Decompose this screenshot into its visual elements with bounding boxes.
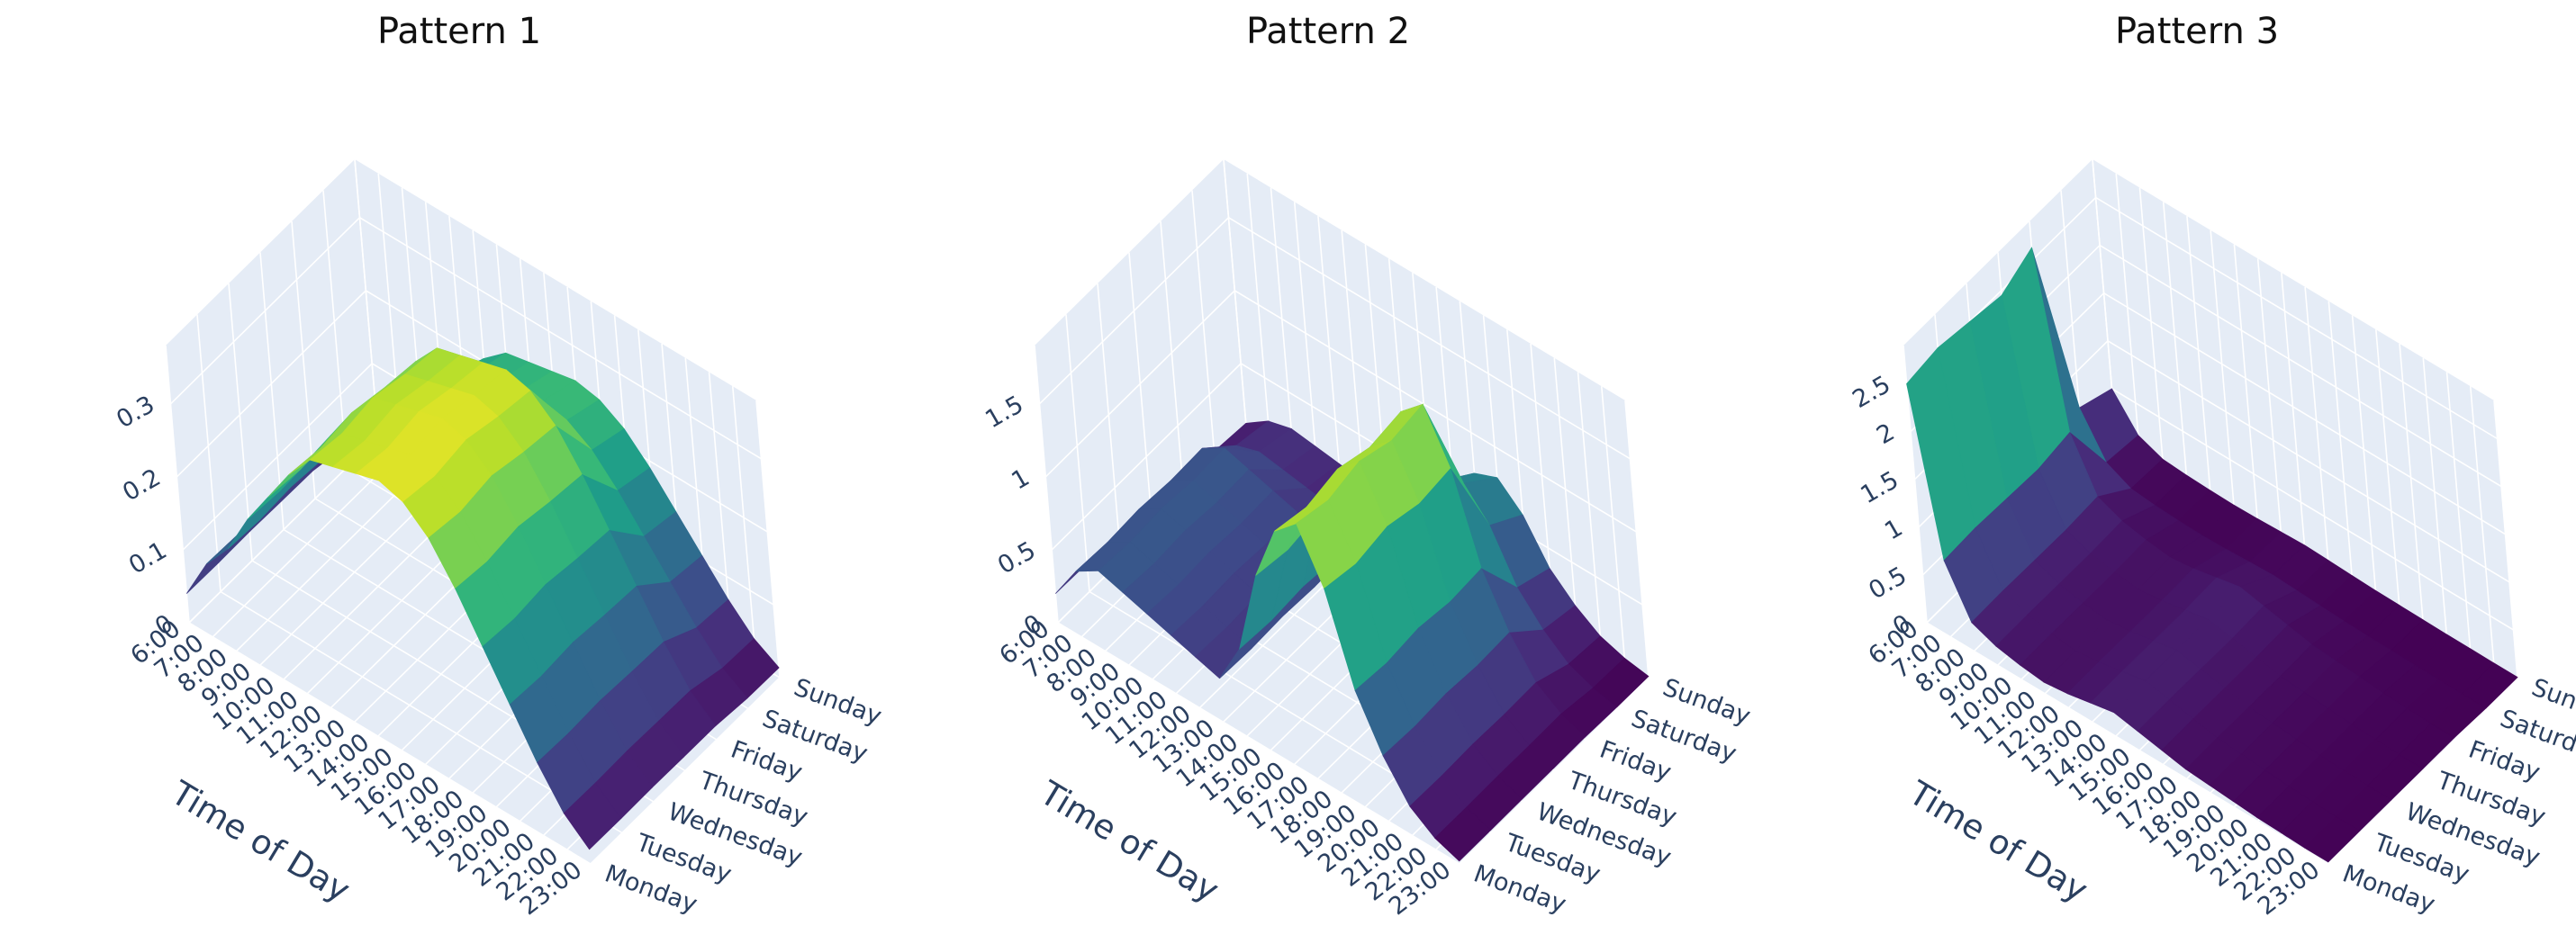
wall-gridline-x: [1246, 173, 1272, 451]
pattern-3-panel: Pattern 3 6:00 7:00 8:00 9:00 10:00 11:00 12:0…: [1765, 0, 2576, 926]
surface-cell: [563, 782, 622, 850]
pattern-2-surface-chart: 6:007:008:009:0010:0011:0012:0013:0014:0…: [981, 158, 1754, 921]
back-wall-right: [2092, 159, 2517, 678]
z-tick-label: 0.2: [118, 463, 166, 507]
pattern-1-panel: Pattern 1 6:00 7:00 8:00 9:00 10:00 11:00 12:0…: [27, 0, 891, 926]
wall-gridline-x: [1270, 187, 1296, 465]
wall-gridline-y: [322, 190, 348, 468]
wall-gridline-y: [1065, 314, 1090, 592]
x-axis-title: Time of Day: [1033, 773, 1225, 910]
x-axis-title: Time of Day: [1902, 773, 2094, 910]
wall-gridline-x: [731, 386, 757, 664]
surface-cell: [1434, 806, 1492, 862]
wall-gridline-x: [1600, 386, 1626, 664]
wall-gridline-x: [2422, 357, 2448, 635]
wall-gridline-y: [1191, 190, 1216, 468]
wall-gridline-x: [755, 400, 781, 679]
wall-gridline-x: [1317, 215, 1342, 494]
wall-gridline-x: [2186, 215, 2211, 494]
z-tick-label: 0.3: [112, 391, 159, 434]
pattern-3-title: Pattern 3: [2114, 11, 2280, 52]
pattern-3-surface-chart: 6:007:008:009:0010:0011:0012:0013:0014:0…: [1848, 158, 2576, 921]
x-axis-title: Time of Day: [164, 773, 357, 910]
z-tick-label: 1.5: [1856, 466, 1903, 509]
floor-gridline-y: [188, 622, 592, 865]
wall-gridline-x: [2138, 187, 2165, 465]
floor-gridline-y: [1057, 622, 1460, 865]
z-tick-label: 1: [1880, 514, 1907, 545]
pattern-2-panel: Pattern 2 6:00 7:00 8:00 9:00 10:00 11:00 12:0…: [896, 0, 1760, 926]
wall-gridline-x: [2375, 329, 2400, 607]
wall-gridline-x: [2469, 386, 2495, 664]
wall-gridline-z: [1038, 216, 1631, 460]
wall-gridline-y: [1097, 283, 1122, 562]
wall-gridline-x: [2233, 244, 2259, 522]
wall-gridline-y: [228, 283, 253, 562]
wall-gridline-x: [2304, 286, 2329, 564]
wall-gridline-y: [1034, 345, 1059, 624]
wall-gridline-y: [354, 158, 379, 437]
back-wall-right: [1224, 159, 1649, 678]
z-tick-label: 2.5: [1848, 371, 1895, 414]
wall-gridline-x: [2256, 258, 2282, 536]
wall-gridline-y: [291, 220, 316, 499]
pattern-2-title: Pattern 2: [1245, 11, 1411, 52]
wall-gridline-y: [1223, 158, 1248, 437]
z-tick-label: 0.5: [993, 536, 1041, 580]
wall-gridline-x: [1624, 400, 1650, 679]
surface: [185, 347, 780, 850]
wall-gridline-x: [1553, 357, 1579, 635]
wall-gridline-x: [2281, 273, 2306, 551]
wall-gridline-y: [1160, 220, 1185, 499]
surface: [1055, 403, 1650, 862]
z-tick-label: 2: [1872, 418, 1899, 450]
wall-gridline-y: [1128, 252, 1153, 530]
wall-gridline-x: [2162, 202, 2188, 480]
wall-gridline-y: [259, 252, 285, 530]
wall-gridline-x: [1293, 202, 1319, 480]
surface-cell: [2303, 816, 2361, 863]
wall-gridline-x: [2210, 229, 2235, 508]
wall-gridline-y: [196, 314, 221, 592]
pattern-1-title: Pattern 1: [376, 11, 542, 52]
wall-gridline-x: [2327, 301, 2354, 579]
pattern-1-surface-chart: 6:007:008:009:0010:0011:0012:0013:0014:0…: [112, 158, 885, 921]
wall-gridline-x: [2399, 343, 2424, 622]
surface: [1906, 247, 2518, 863]
wall-gridline-x: [2445, 372, 2472, 650]
wall-gridline-x: [2351, 315, 2377, 593]
wall-gridline-x: [1577, 372, 1603, 650]
floor-gridline-y: [1926, 622, 2329, 865]
wall-gridline-x: [2115, 173, 2141, 451]
z-tick-label: 1: [1007, 463, 1034, 495]
z-tick-label: 1.5: [981, 391, 1028, 434]
wall-gridline-z: [1044, 289, 1637, 533]
wall-gridline-y: [1903, 345, 1928, 624]
z-tick-label: 0.5: [1864, 562, 1912, 605]
wall-gridline-x: [2493, 400, 2518, 679]
wall-gridline-z: [169, 216, 762, 460]
z-tick-label: 0.1: [124, 536, 172, 580]
wall-gridline-y: [165, 345, 190, 624]
